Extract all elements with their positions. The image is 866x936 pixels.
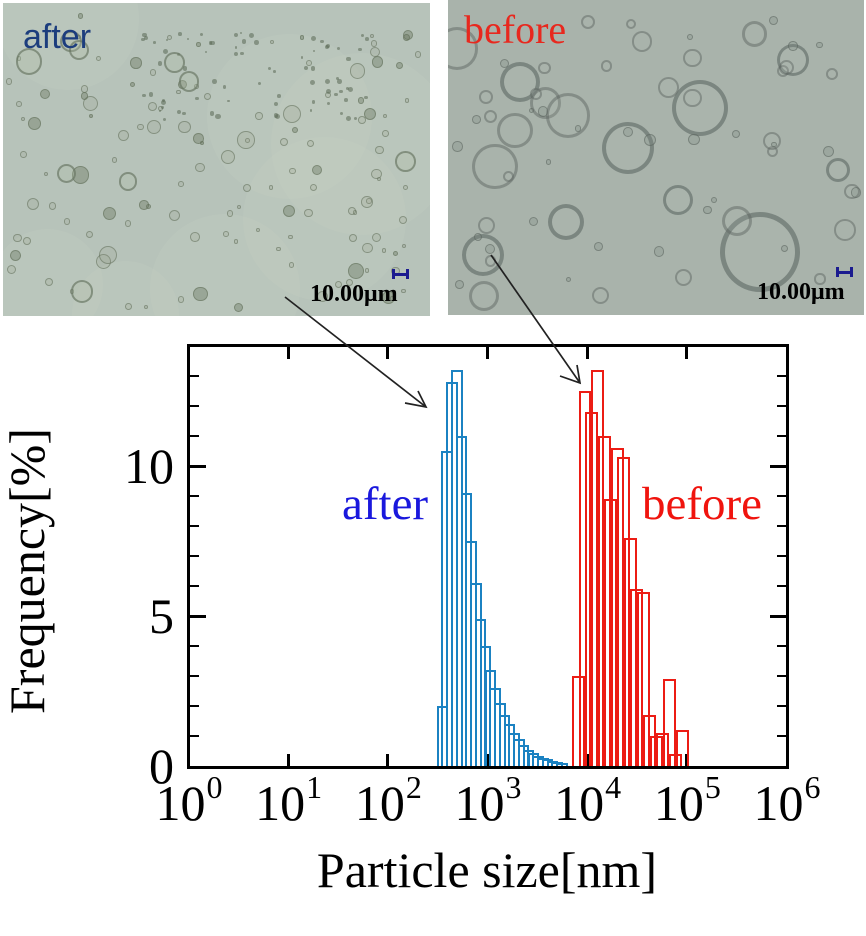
micrograph-after-label: after	[23, 18, 92, 56]
scalebar-icon	[392, 269, 409, 279]
y-axis-title: Frequency[%]	[0, 428, 55, 714]
y-tick-label: 10	[124, 438, 174, 494]
series-label-after: after	[342, 478, 429, 530]
x-tick-label: 104	[554, 769, 622, 831]
x-tick-label: 106	[753, 769, 821, 831]
scalebar-label: 10.00μm	[757, 279, 845, 305]
x-tick-label: 105	[653, 769, 721, 831]
micrograph-before: before 10.00μm	[448, 0, 864, 315]
x-axis-title: Particle size[nm]	[316, 842, 658, 898]
micrograph-after: after 10.00μm	[3, 3, 430, 316]
x-tick-label: 103	[454, 769, 522, 831]
x-tick-label: 102	[354, 769, 422, 831]
x-tick-label: 101	[255, 769, 323, 831]
scalebar-icon	[836, 267, 853, 277]
y-tick-label: 5	[149, 588, 174, 644]
scalebar-label: 10.00μm	[310, 281, 398, 307]
plot-area	[187, 344, 789, 769]
series-label-before: before	[642, 478, 763, 530]
y-tick-label: 0	[149, 738, 174, 794]
micrograph-before-label: before	[464, 7, 567, 52]
x-tick-label: 100	[155, 769, 223, 831]
